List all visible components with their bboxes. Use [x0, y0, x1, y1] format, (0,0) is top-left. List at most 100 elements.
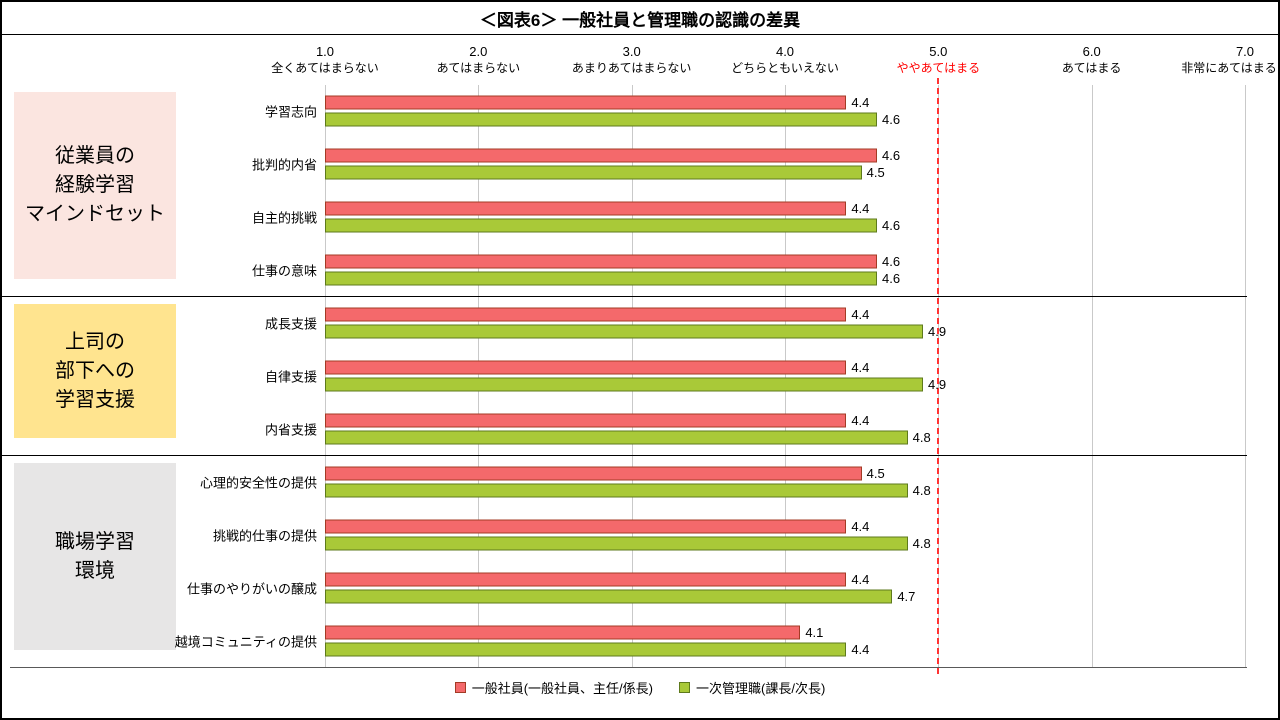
legend-swatch-managers: [679, 681, 690, 693]
category-group: 職場学習 環境 心理的安全性の提供 4.5 4.8 挑戦的仕事の提供 4.4 4.8 仕事のやり…: [2, 455, 1247, 667]
category-group: 上司の 部下への 学習支援 成長支援 4.4 4.9 自律支援 4.4 4.9 内省支援 4.4 4.…: [2, 295, 1247, 455]
category-label-box: 従業員の 経験学習 マインドセット: [14, 92, 176, 279]
bar-track: 4.4: [325, 519, 1245, 534]
bar-value-label: 4.6: [882, 148, 901, 164]
category-label-box: 上司の 部下への 学習支援: [14, 303, 176, 439]
category-label: 部下への: [55, 359, 135, 382]
bar-value-label: 4.6: [882, 253, 901, 269]
category-label: 環境: [75, 559, 115, 582]
chart-row: 挑戦的仕事の提供 4.4 4.8: [2, 509, 1247, 562]
category-label: マインドセット: [25, 202, 165, 225]
chart-area: 1.0 全くあてはまらない 2.0 あてはまらない 3.0 あまりあてはまらない 4.0 どち…: [2, 35, 1278, 718]
row-label: 批判的内省: [251, 157, 317, 173]
axis-tick-label: あてはまる: [1061, 61, 1122, 75]
bar-value-label: 4.8: [912, 536, 931, 552]
bar-managers: [325, 589, 893, 604]
axis-tick-value: 3.0: [622, 44, 641, 59]
bar-employees: [325, 95, 847, 110]
row-label: 内省支援: [264, 422, 317, 438]
bar-employees: [325, 201, 847, 216]
bar-value-label: 4.6: [882, 217, 901, 233]
bar-track: 4.4: [325, 642, 1245, 657]
axis-tick-label: あまりあてはまらない: [571, 61, 692, 75]
chart-groups: 従業員の 経験学習 マインドセット 学習志向 4.4 4.6 批判的内省 4.6 4.5 自主的挑…: [2, 85, 1247, 667]
bar-track: 4.4: [325, 413, 1245, 428]
gridline: [1245, 85, 1246, 667]
bar-managers: [325, 112, 877, 127]
bar-track: 4.9: [325, 324, 1245, 340]
row-label: 自律支援: [264, 369, 317, 385]
category-label: 従業員の: [55, 144, 135, 167]
bar-track: 4.4: [325, 95, 1245, 111]
row-bars: 4.4 4.6: [325, 95, 1245, 127]
bar-track: 4.4: [325, 307, 1245, 323]
gridline: [785, 85, 786, 667]
bar-track: 4.6: [325, 112, 1245, 127]
gridline: [325, 85, 326, 667]
bar-employees: [325, 254, 877, 269]
bar-managers: [325, 377, 923, 392]
row-bars: 4.6 4.5: [325, 148, 1245, 181]
axis-tick-value: 6.0: [1082, 44, 1101, 59]
group-rows: 学習志向 4.4 4.6 批判的内省 4.6 4.5 自主的挑戦 4.4 4.6 仕事の意味 4.6…: [2, 85, 1247, 296]
chart-row: 学習志向 4.4 4.6: [2, 85, 1247, 138]
axis-tick: 3.0 あまりあてはまらない: [572, 43, 692, 76]
bar-value-label: 4.4: [851, 200, 870, 216]
legend: 一般社員(一般社員、主任/係長) 一次管理職(課長/次長): [2, 677, 1278, 697]
bar-employees: [325, 572, 847, 587]
bar-value-label: 4.4: [851, 571, 870, 587]
axis-tick: 4.0 どちらともいえない: [731, 43, 839, 76]
bar-value-label: 4.5: [866, 165, 885, 181]
row-label: 越境コミュニティの提供: [174, 634, 317, 650]
bar-value-label: 4.9: [928, 324, 947, 340]
bar-track: 4.4: [325, 571, 1245, 587]
chart-row: 仕事の意味 4.6 4.6: [2, 243, 1247, 296]
bar-employees: [325, 307, 847, 322]
bar-track: 4.6: [325, 217, 1245, 233]
gridline: [478, 85, 480, 667]
axis-tick: 7.0 非常にあてはまる: [1181, 43, 1278, 76]
bar-track: 4.9: [325, 377, 1245, 392]
bar-value-label: 4.4: [851, 307, 870, 323]
bar-track: 4.4: [325, 360, 1245, 375]
row-bars: 4.4 4.8: [325, 519, 1245, 552]
chart-row: 批判的内省 4.6 4.5: [2, 138, 1247, 191]
bar-employees: [325, 413, 847, 428]
chart-row: 成長支援 4.4 4.9: [2, 297, 1247, 350]
axis-tick-value: 7.0: [1235, 44, 1255, 59]
gridline: [1091, 85, 1093, 667]
axis-tick-value: 5.0: [929, 44, 948, 59]
bar-managers: [325, 536, 908, 551]
row-label: 心理的安全性の提供: [199, 475, 317, 491]
bar-track: 4.5: [325, 466, 1245, 482]
row-label: 挑戦的仕事の提供: [212, 528, 317, 544]
category-group: 従業員の 経験学習 マインドセット 学習志向 4.4 4.6 批判的内省 4.6 4.5 自主的挑…: [2, 85, 1247, 296]
bar-track: 4.7: [325, 589, 1245, 604]
bar-managers: [325, 218, 877, 233]
axis-tick: 1.0 全くあてはまらない: [271, 43, 379, 76]
bar-employees: [325, 625, 801, 640]
chart-row: 仕事のやりがいの醸成 4.4 4.7: [2, 562, 1247, 615]
row-label: 成長支援: [264, 316, 317, 332]
bar-track: 4.6: [325, 271, 1245, 286]
reference-line: [937, 78, 940, 674]
bar-value-label: 4.4: [851, 95, 870, 111]
bar-value-label: 4.8: [912, 429, 931, 445]
bar-employees: [325, 148, 877, 163]
bar-value-label: 4.5: [866, 466, 885, 482]
group-rows: 心理的安全性の提供 4.5 4.8 挑戦的仕事の提供 4.4 4.8 仕事のやりがいの醸成 4…: [2, 456, 1247, 667]
bar-value-label: 4.9: [928, 377, 947, 392]
group-rows: 成長支援 4.4 4.9 自律支援 4.4 4.9 内省支援 4.4 4.8: [2, 297, 1247, 455]
axis-tick-label: あてはまらない: [436, 61, 521, 75]
bar-track: 4.8: [325, 483, 1245, 498]
row-bars: 4.4 4.6: [325, 200, 1245, 233]
bar-track: 4.8: [325, 429, 1245, 445]
row-bars: 4.1 4.4: [325, 625, 1245, 657]
row-label: 仕事のやりがいの醸成: [186, 581, 317, 597]
bar-track: 4.8: [325, 536, 1245, 552]
legend-entry-managers: 一次管理職(課長/次長): [679, 678, 825, 697]
bar-value-label: 4.4: [851, 360, 870, 375]
row-bars: 4.6 4.6: [325, 253, 1245, 286]
bar-track: 4.4: [325, 200, 1245, 216]
